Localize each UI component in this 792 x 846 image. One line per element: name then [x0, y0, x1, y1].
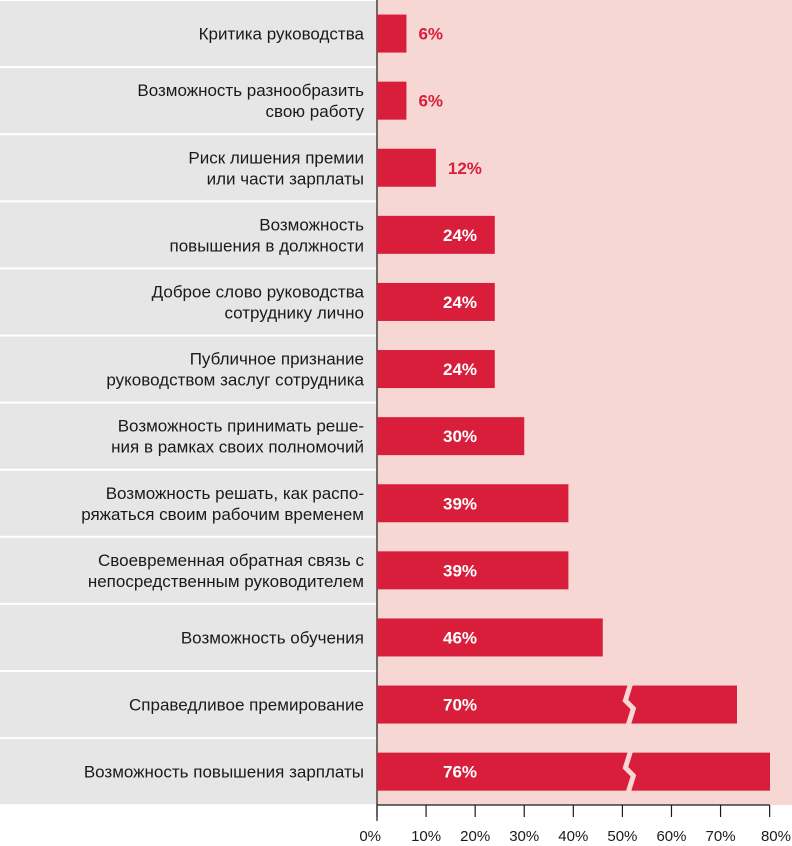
- x-tick-label: 30%: [509, 828, 539, 845]
- value-label: 39%: [443, 561, 477, 580]
- category-label: Риск лишения премии: [188, 148, 364, 167]
- label-panel: [0, 403, 377, 469]
- label-panel: [0, 739, 377, 805]
- category-label: Возможность разнообразить: [137, 81, 364, 100]
- value-label: 70%: [443, 696, 477, 715]
- value-label: 39%: [443, 494, 477, 513]
- category-label: Своевременная обратная связь с: [98, 551, 364, 570]
- category-label: Справедливое премирование: [129, 696, 364, 715]
- label-panel: [0, 269, 377, 335]
- axis-break-mark: [622, 683, 637, 726]
- category-label: Возможность обучения: [181, 628, 364, 647]
- label-panel: [0, 672, 377, 738]
- x-tick-label: 50%: [607, 828, 637, 845]
- category-label: Возможность решать, как распо-: [106, 484, 364, 503]
- category-label: Критика руководства: [199, 25, 365, 44]
- category-label: Возможность повышения зарплаты: [84, 763, 364, 782]
- bar: [377, 350, 495, 389]
- label-panel: [0, 202, 377, 268]
- category-label: Возможность принимать реше-: [118, 417, 364, 436]
- x-tick-label: 10%: [411, 828, 441, 845]
- x-tick-label: 80%: [761, 828, 791, 845]
- label-panel: [0, 604, 377, 670]
- x-tick-label: 70%: [706, 828, 736, 845]
- category-label: повышения в должности: [170, 236, 365, 255]
- category-label: или части зарплаты: [207, 169, 364, 188]
- x-tick-label: 0%: [359, 828, 381, 845]
- category-label: сотруднику лично: [224, 303, 364, 322]
- bar: [377, 282, 495, 321]
- value-label: 24%: [443, 360, 477, 379]
- category-label: ния в рамках своих полномочий: [111, 438, 364, 457]
- plot-background: [377, 0, 792, 805]
- value-label: 46%: [443, 628, 477, 647]
- bar: [377, 81, 407, 120]
- bar: [377, 148, 436, 187]
- category-label: Публичное признание: [190, 350, 364, 369]
- label-panel: [0, 336, 377, 402]
- bar: [377, 551, 569, 590]
- x-tick-label: 20%: [460, 828, 490, 845]
- label-panel: [0, 537, 377, 603]
- bar: [377, 417, 525, 456]
- label-panel: [0, 470, 377, 536]
- category-label: ряжаться своим рабочим временем: [81, 505, 364, 524]
- bar: [377, 215, 495, 254]
- x-tick-label: 60%: [656, 828, 686, 845]
- value-label: 30%: [443, 427, 477, 446]
- label-panel: [0, 135, 377, 201]
- category-label: Доброе слово руководства: [152, 282, 365, 301]
- bar: [377, 14, 407, 53]
- value-label: 24%: [443, 293, 477, 312]
- axis-break-mark: [622, 750, 637, 793]
- label-panel: [0, 68, 377, 134]
- value-label: 24%: [443, 226, 477, 245]
- value-label: 6%: [418, 92, 443, 111]
- category-label: Возможность: [259, 215, 364, 234]
- bar: [377, 618, 603, 657]
- value-label: 76%: [443, 763, 477, 782]
- bar: [377, 752, 770, 791]
- label-panel: [0, 1, 377, 67]
- bar: [377, 685, 737, 724]
- category-label: руководством заслуг сотрудника: [106, 371, 364, 390]
- value-label: 12%: [448, 159, 482, 178]
- category-label: свою работу: [266, 102, 365, 121]
- bar: [377, 484, 569, 523]
- x-tick-label: 40%: [558, 828, 588, 845]
- value-label: 6%: [418, 25, 443, 44]
- category-label: непосредственным руководителем: [88, 572, 364, 591]
